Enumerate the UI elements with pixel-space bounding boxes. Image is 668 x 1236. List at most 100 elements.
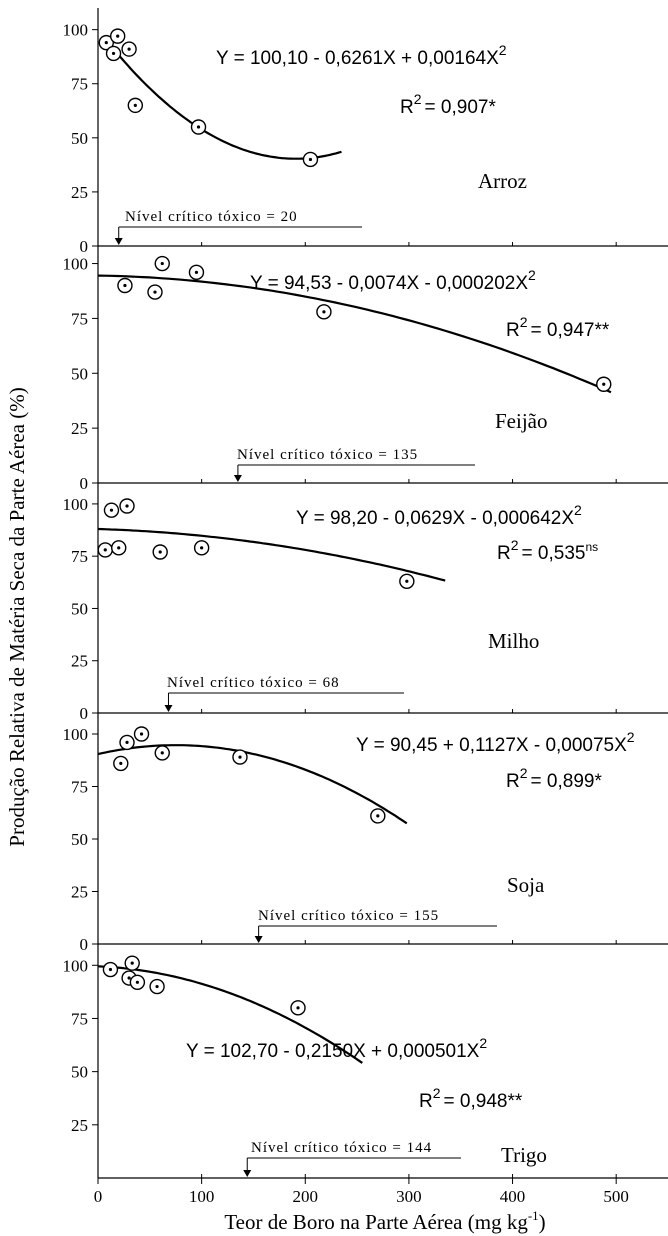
y-tick-label: 50 — [71, 830, 88, 849]
critical-level-arrowhead — [164, 705, 173, 712]
panel-soja: 0 25 50 75 100 Y = 90,45 + 0,1127X - 0,00075X… — [63, 713, 668, 954]
y-tick-label: 50 — [71, 364, 88, 383]
y-tick-label: 25 — [71, 419, 88, 438]
crop-name: Trigo — [501, 1143, 547, 1167]
critical-level-label: Nível crítico tóxico = 20 — [125, 209, 298, 225]
y-tick-label: 100 — [63, 255, 89, 274]
panel-arroz: 0 25 50 75 100 Y = 100,10 - 0,6261X + 0,00164… — [63, 8, 668, 256]
data-point — [102, 961, 119, 978]
panel-feijão: 0 25 50 75 100 Y = 94,53 - 0,0074X - 0,000202… — [63, 246, 668, 493]
y-tick-label: 50 — [71, 599, 88, 618]
y-tick-label: 100 — [63, 725, 89, 744]
r-squared: R2 = 0,899* — [506, 765, 602, 792]
y-tick-label: 0 — [80, 474, 89, 493]
critical-level-annotation: Nível crítico tóxico = 20 — [114, 209, 362, 245]
y-tick-label: 100 — [63, 495, 89, 514]
data-point — [147, 284, 163, 300]
data-point — [302, 151, 319, 168]
y-tick-label: 100 — [63, 956, 89, 975]
y-tick-label: 50 — [71, 1063, 88, 1082]
regression-equation: Y = 90,45 + 0,1127X - 0,00075X2 — [356, 729, 635, 756]
panels: 0 25 50 75 100 Y = 100,10 - 0,6261X + 0,00164… — [63, 8, 668, 1179]
y-tick-label: 0 — [80, 237, 89, 256]
data-point — [152, 544, 168, 560]
critical-level-arrowhead — [114, 238, 123, 245]
data-point — [119, 498, 135, 514]
data-point — [97, 542, 113, 558]
critical-level-arrowhead — [243, 1170, 252, 1177]
data-point — [111, 540, 127, 556]
regression-equation: Y = 102,70 - 0,2150X + 0,000501X2 — [186, 1035, 487, 1062]
data-point — [154, 255, 170, 272]
critical-level-label: Nível crítico tóxico = 144 — [251, 1140, 432, 1156]
y-tick-label: 0 — [80, 704, 89, 723]
y-tick-label: 25 — [71, 183, 88, 202]
critical-level-label: Nível crítico tóxico = 68 — [167, 675, 340, 691]
r-squared: R2 = 0,948** — [419, 1085, 523, 1112]
y-tick-label: 0 — [80, 935, 89, 954]
panel-trigo: 25 50 75 100 Y = 102,70 - 0,2150X + 0,000501… — [63, 944, 668, 1179]
data-point — [124, 955, 140, 971]
y-tick-label: 50 — [71, 129, 88, 148]
data-point — [127, 97, 144, 114]
critical-level-annotation: Nível crítico tóxico = 144 — [243, 1140, 461, 1177]
x-tick-label: 300 — [396, 1187, 422, 1206]
data-point — [370, 808, 386, 824]
critical-level-arrowhead — [233, 475, 242, 482]
crop-name: Feijão — [495, 409, 548, 433]
panel-milho: 0 25 50 75 100 Y = 98,20 - 0,0629X - 0,000642… — [63, 483, 668, 723]
critical-level-annotation: Nível crítico tóxico = 135 — [233, 447, 475, 482]
data-point — [117, 277, 133, 294]
data-point — [129, 974, 146, 990]
data-point — [399, 573, 415, 589]
crop-name: Arroz — [478, 169, 527, 193]
data-point — [193, 540, 210, 556]
critical-level-label: Nível crítico tóxico = 155 — [258, 908, 439, 924]
regression-equation: Y = 94,53 - 0,0074X - 0,000202X2 — [250, 267, 536, 294]
r-squared: R2 = 0,535ns — [497, 537, 598, 564]
critical-level-annotation: Nível crítico tóxico = 155 — [254, 908, 497, 943]
data-point — [119, 734, 135, 751]
x-tick-label: 100 — [189, 1187, 215, 1206]
y-tick-label: 75 — [71, 75, 88, 94]
y-tick-label: 75 — [71, 309, 88, 328]
data-point — [113, 755, 129, 772]
data-point — [149, 978, 165, 995]
x-tick-label: 200 — [293, 1187, 319, 1206]
y-tick-label: 75 — [71, 547, 88, 566]
data-point — [133, 726, 150, 742]
y-tick-label: 25 — [71, 1116, 88, 1135]
data-point — [121, 41, 137, 57]
data-point — [596, 376, 612, 392]
regression-curve — [97, 274, 612, 394]
critical-level-label: Nível crítico tóxico = 135 — [237, 447, 418, 463]
regression-curve — [97, 527, 446, 582]
y-tick-label: 75 — [71, 778, 88, 797]
y-axis-title: Produção Relativa de Matéria Seca da Par… — [5, 387, 29, 846]
data-point — [190, 119, 207, 135]
y-tick-label: 25 — [71, 652, 88, 671]
regression-curve — [97, 744, 408, 825]
y-tick-label: 25 — [71, 883, 88, 902]
x-tick-label: 0 — [94, 1187, 103, 1206]
data-point — [105, 45, 122, 62]
critical-level-arrowhead — [254, 936, 263, 943]
data-point — [188, 264, 205, 281]
data-point — [316, 304, 332, 320]
y-tick-label: 75 — [71, 1009, 88, 1028]
data-point — [103, 502, 120, 518]
r-squared: R2 = 0,907* — [400, 91, 496, 118]
critical-level-annotation: Nível crítico tóxico = 68 — [164, 675, 404, 712]
data-point — [98, 34, 114, 51]
crop-name: Soja — [507, 873, 545, 897]
x-tick-label: 500 — [603, 1187, 629, 1206]
data-point — [290, 1000, 306, 1016]
data-point — [109, 28, 126, 44]
x-tick-label: 400 — [500, 1187, 526, 1206]
r-squared: R2 = 0,947** — [506, 314, 610, 341]
regression-equation: Y = 98,20 - 0,0629X - 0,000642X2 — [296, 502, 582, 529]
regression-curve — [97, 965, 363, 1064]
data-point — [154, 745, 170, 761]
regression-equation: Y = 100,10 - 0,6261X + 0,00164X2 — [216, 42, 507, 69]
